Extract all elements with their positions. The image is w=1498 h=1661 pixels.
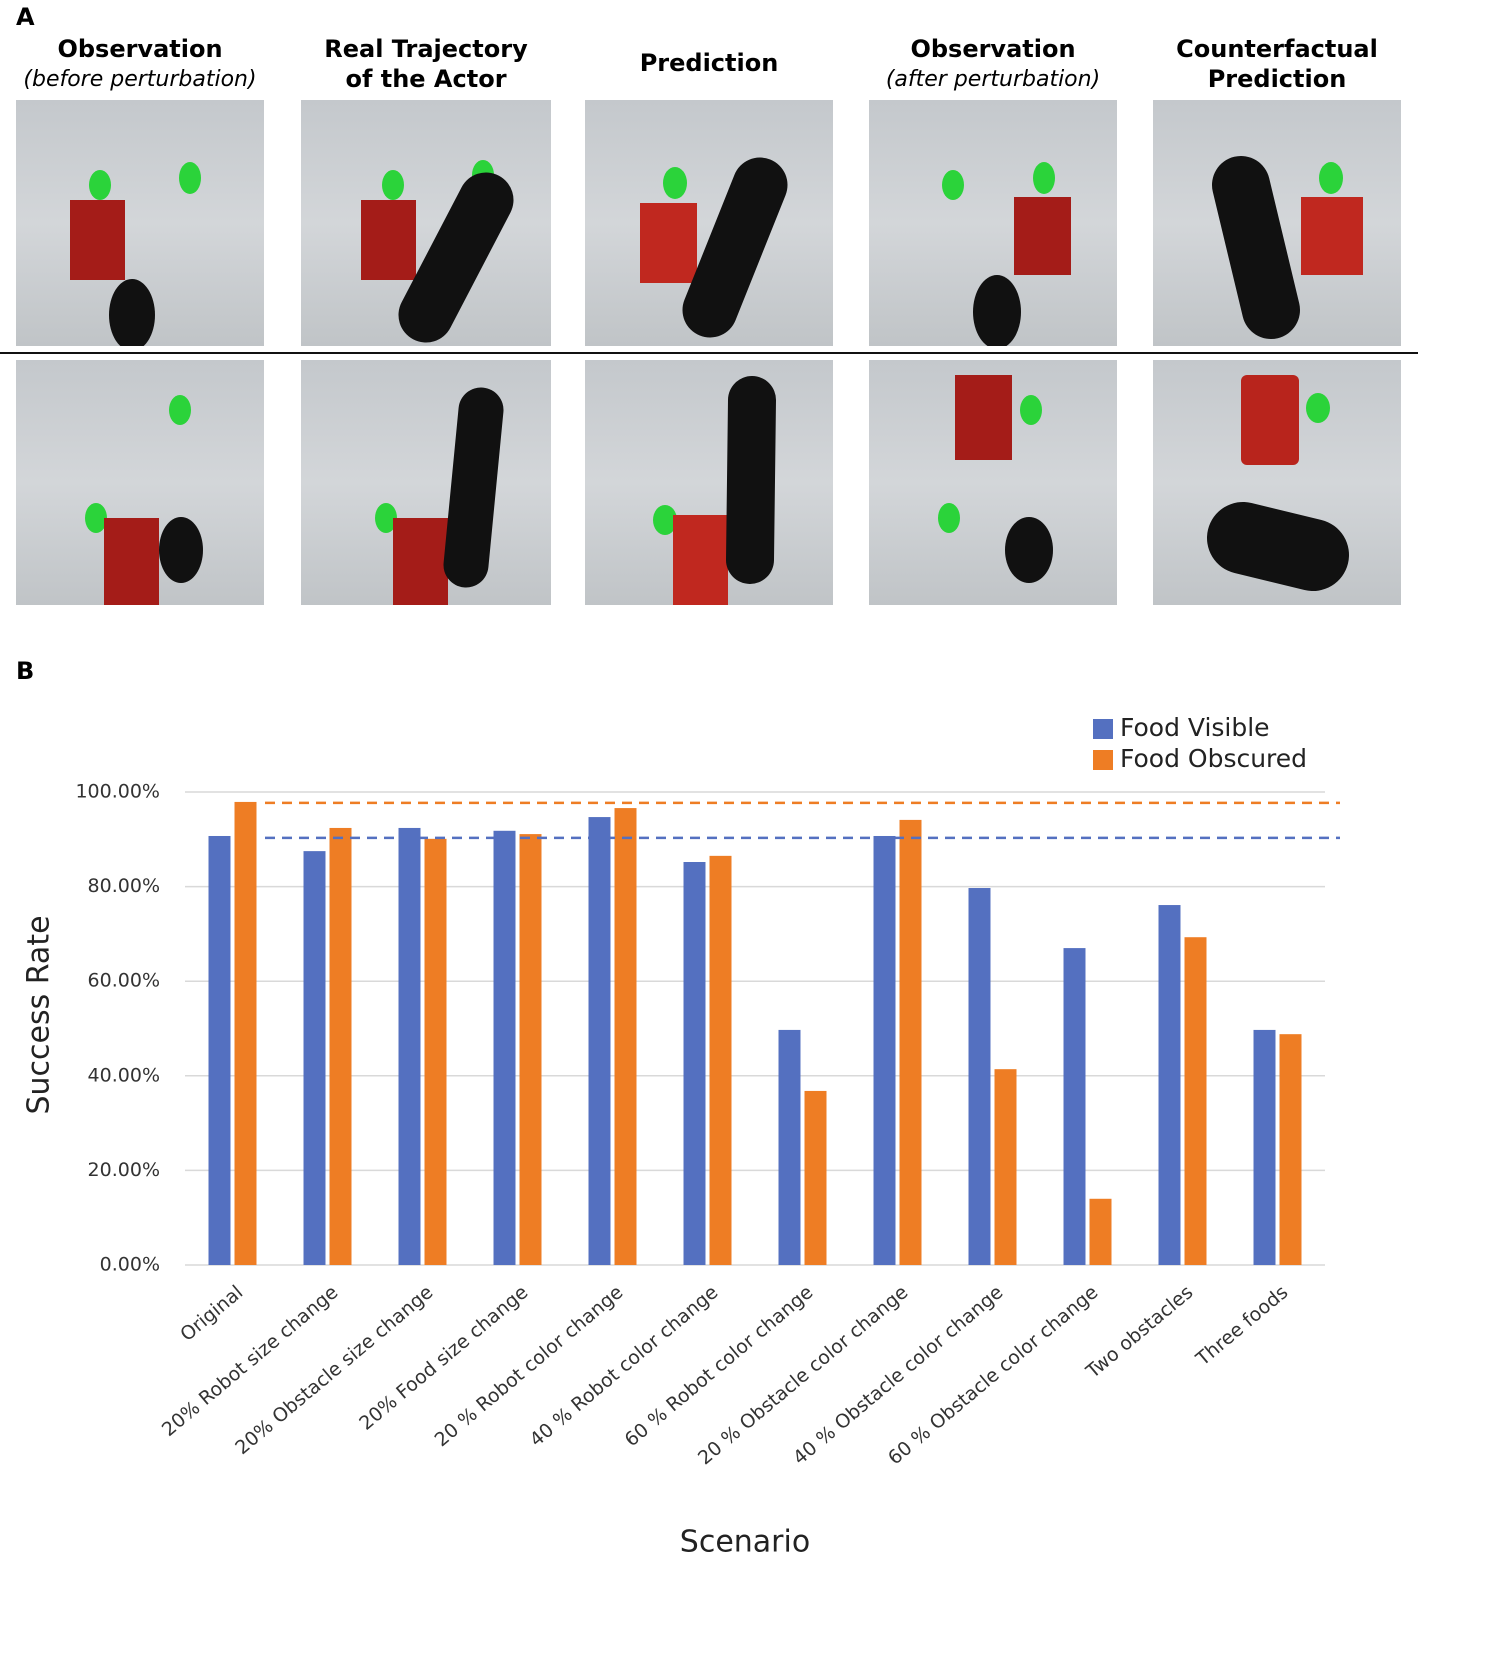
x-tick-label: 20% Obstacle size change: [231, 1281, 437, 1459]
x-axis-title: Scenario: [680, 1525, 810, 1560]
image: [1153, 100, 1401, 346]
panel-label: B: [16, 657, 34, 685]
bar: [588, 817, 611, 1265]
bar: [329, 827, 352, 1265]
y-tick-label: 20.00%: [88, 1159, 160, 1181]
image: [301, 100, 551, 346]
bar: [873, 835, 896, 1265]
legend-label: Food Obscured: [1120, 744, 1307, 773]
legend-swatch: [1093, 719, 1113, 739]
bar: [424, 838, 447, 1265]
legend-swatch: [1093, 750, 1113, 770]
bar: [994, 1069, 1017, 1265]
y-tick-label: 40.00%: [88, 1064, 160, 1086]
y-tick-label: 80.00%: [88, 875, 160, 897]
bar: [683, 862, 706, 1265]
bar: [709, 855, 732, 1265]
bar: [1063, 948, 1086, 1265]
bar: [1089, 1198, 1112, 1265]
column-title: Prediction: [1208, 65, 1347, 93]
image: [16, 100, 264, 346]
bar: [614, 808, 637, 1265]
y-axis-title: Success Rate: [22, 915, 57, 1114]
panel-label: A: [16, 3, 35, 31]
bar: [1253, 1029, 1276, 1265]
bar: [778, 1029, 801, 1265]
column-subtitle: (before perturbation): [23, 67, 256, 92]
column-title: Observation: [910, 35, 1075, 63]
x-tick-label: 20 % Robot color change: [431, 1281, 628, 1451]
x-tick-label: 40 % Robot color change: [526, 1281, 723, 1451]
image: [1153, 360, 1401, 605]
y-tick-label: 100.00%: [75, 781, 160, 803]
bar: [899, 819, 922, 1265]
bar: [968, 888, 991, 1265]
bar: [1279, 1034, 1302, 1265]
bar: [234, 801, 257, 1265]
bar: [519, 834, 542, 1265]
image: [16, 360, 264, 605]
column-subtitle: (after perturbation): [886, 67, 1100, 92]
image: [585, 360, 833, 605]
image-grid: [16, 100, 1401, 605]
legend-label: Food Visible: [1120, 713, 1270, 742]
bar: [303, 851, 326, 1265]
column-title: Prediction: [640, 49, 779, 77]
y-tick-label: 0.00%: [100, 1254, 160, 1276]
x-tick-label: Three foods: [1191, 1281, 1292, 1371]
bar: [804, 1090, 827, 1265]
bar: [398, 827, 421, 1265]
x-tick-label: 20% Food size change: [355, 1281, 532, 1435]
y-tick-label: 60.00%: [88, 970, 160, 992]
column-title: Real Trajectory: [324, 35, 528, 63]
x-tick-label: 20% Robot size change: [158, 1281, 342, 1441]
image: [301, 360, 551, 605]
column-title: of the Actor: [345, 65, 506, 93]
x-tick-label: 60 % Robot color change: [621, 1281, 818, 1451]
bar: [208, 835, 231, 1265]
column-title: Observation: [57, 35, 222, 63]
image: [869, 360, 1117, 605]
bar: [1158, 905, 1181, 1265]
column-title: Counterfactual: [1176, 35, 1378, 63]
bar: [1184, 937, 1207, 1265]
x-tick-label: Original: [176, 1281, 247, 1346]
image: [869, 100, 1117, 346]
image: [585, 100, 833, 346]
bar: [493, 830, 516, 1265]
